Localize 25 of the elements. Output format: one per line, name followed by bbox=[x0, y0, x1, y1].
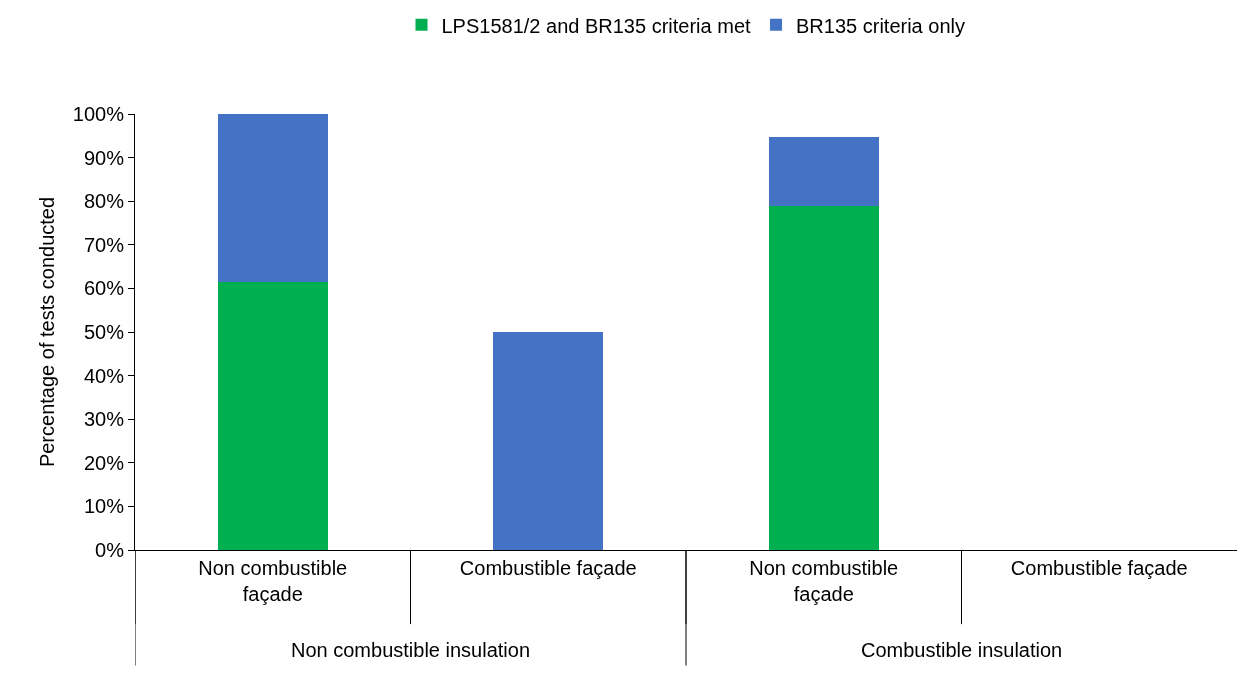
y-tick-label: 100% bbox=[72, 103, 125, 125]
text: Non combustible insulation bbox=[291, 639, 531, 661]
y-tick-label: 0% bbox=[95, 539, 125, 561]
legend-label: LPS1581/2 and BR135 criteria met bbox=[441, 14, 752, 37]
y-tick-label: 20% bbox=[83, 451, 125, 474]
y-axis-title: Percentage of tests conducted bbox=[36, 196, 59, 468]
y-tick-label: 40% bbox=[83, 364, 125, 387]
bar bbox=[217, 114, 328, 282]
y-tick-label: 50% bbox=[83, 321, 125, 343]
legend-label: BR135 criteria only bbox=[796, 14, 965, 37]
x-tick-label: Non combustible façade bbox=[749, 557, 899, 605]
bar bbox=[493, 332, 604, 550]
y-tick-label: 80% bbox=[83, 190, 125, 213]
x-tick-label: Combustible façade bbox=[459, 557, 637, 579]
bar bbox=[768, 205, 879, 550]
x-tick-label: Combustible façade bbox=[1010, 557, 1188, 579]
bar bbox=[217, 281, 328, 550]
y-tick-label: 90% bbox=[83, 146, 125, 169]
y-tick-label: 10% bbox=[83, 495, 125, 518]
y-tick-label: 60% bbox=[83, 277, 125, 300]
bar bbox=[768, 137, 879, 206]
y-tick-label: 30% bbox=[83, 408, 125, 431]
x-tick-label: Non combustible façade bbox=[198, 557, 348, 605]
y-tick-label: 70% bbox=[83, 233, 125, 256]
text: Combustible insulation bbox=[861, 639, 1063, 661]
